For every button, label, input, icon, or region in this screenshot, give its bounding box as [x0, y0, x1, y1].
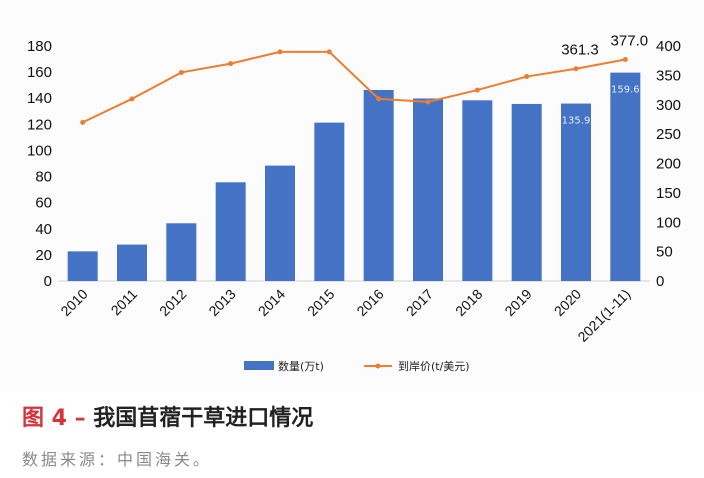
y-left-tick-label: 80	[35, 169, 52, 186]
y-left-tick-label: 120	[27, 116, 52, 133]
line-point	[178, 69, 184, 75]
bar-data-label: 159.6	[611, 85, 640, 96]
y-left-tick-label: 180	[27, 38, 52, 55]
x-tick-label: 2015	[304, 286, 337, 319]
line-point	[524, 74, 530, 80]
x-tick-label: 2019	[501, 286, 534, 319]
y-left-tick-label: 0	[44, 273, 52, 290]
bar	[561, 103, 591, 281]
y-right-tick-label: 0	[656, 273, 664, 290]
bar	[511, 103, 542, 281]
x-tick-label: 2010	[57, 286, 90, 319]
legend-line-marker	[375, 363, 381, 369]
figure-title-text: 我国苜蓿干草进口情况	[93, 406, 314, 431]
line-point	[80, 119, 86, 125]
y-right-tick-label: 200	[656, 156, 681, 173]
y-left-tick-label: 160	[27, 64, 52, 81]
bar	[166, 223, 197, 281]
line-point	[622, 57, 628, 63]
line-data-label: 361.3	[561, 42, 599, 59]
line-data-label: 377.0	[611, 33, 649, 50]
bar-data-label: 135.9	[562, 116, 591, 127]
line-point	[474, 87, 480, 93]
price-line	[82, 50, 626, 124]
legend-bar-label: 数量(万t)	[278, 360, 324, 373]
y-right-tick-label: 300	[656, 97, 681, 114]
x-tick-label: 2017	[403, 286, 436, 319]
chart: 0 20 40 60 80 100 120 140 160 180 0 50 100 150 200 250 3…	[27, 33, 681, 373]
y-right-tick-label: 400	[656, 38, 681, 55]
y-right-tick-label: 250	[656, 126, 681, 143]
source-note: 数据来源：中国海关。	[22, 450, 213, 469]
bar	[215, 182, 246, 281]
bar	[117, 244, 147, 281]
y-right-tick-label: 150	[656, 185, 681, 202]
bar	[610, 72, 641, 281]
line-point	[228, 61, 234, 67]
x-tick-label: 2020	[551, 286, 584, 319]
y-left-tick-label: 100	[27, 142, 52, 159]
x-tick-label: 2011	[108, 286, 141, 319]
x-tick-label: 2021(1-11)	[574, 286, 633, 345]
bar	[363, 89, 394, 281]
x-tick-label: 2018	[452, 286, 485, 319]
bar	[462, 100, 493, 281]
line-point	[376, 96, 382, 102]
x-tick-label: 2016	[353, 286, 386, 319]
x-tick-label: 2013	[205, 286, 238, 319]
bar	[67, 251, 98, 281]
bar	[413, 98, 443, 281]
line-point	[129, 96, 135, 102]
bar	[265, 165, 295, 281]
bar	[314, 122, 345, 281]
x-tick-label: 2012	[156, 286, 189, 319]
y-left-tick-label: 140	[27, 90, 52, 107]
legend-line-label: 到岸价(t/美元)	[398, 360, 470, 373]
line-point	[573, 66, 579, 72]
y-left-tick-label: 40	[35, 221, 52, 238]
chart-panel: 0 20 40 60 80 100 120 140 160 180 0 50 100 150 200 250 3…	[26, 32, 682, 373]
y-left-tick-label: 60	[35, 195, 52, 212]
figure-number: 图 4 –	[22, 406, 94, 431]
x-tick-label: 2014	[255, 286, 288, 319]
line-point	[326, 49, 332, 55]
line-point	[425, 99, 431, 105]
figure-title: 图 4 – 我国苜蓿干草进口情况	[22, 400, 313, 432]
line-point	[277, 49, 283, 55]
y-right-tick-label: 50	[656, 244, 673, 261]
legend-bar-swatch	[244, 361, 274, 370]
y-left-tick-label: 20	[35, 247, 52, 264]
y-right-tick-label: 100	[656, 214, 681, 231]
y-right-tick-label: 350	[656, 67, 681, 84]
